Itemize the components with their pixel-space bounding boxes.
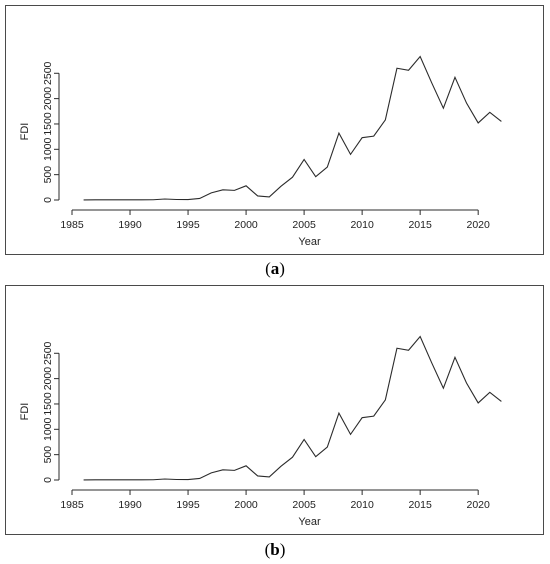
x-axis-label: Year [298,516,321,528]
x-tick-label: 2000 [234,499,258,511]
y-tick-label: 1500 [42,392,54,416]
series-line [83,55,502,201]
caption-b: (b) [264,540,286,559]
y-axis-label: FDI [19,123,31,141]
y-tick-label: 2500 [42,61,54,85]
x-tick-label: 1995 [176,499,200,511]
x-tick-label: 2005 [292,499,316,511]
x-tick-label: 1995 [176,219,200,231]
x-tick-label: 1990 [118,499,142,511]
y-tick-label: 2500 [42,341,54,365]
x-tick-label: 2015 [408,499,432,511]
x-tick-label: 2000 [234,219,258,231]
y-tick-label: 500 [42,446,54,464]
x-tick-label: 1985 [60,499,84,511]
x-axis-label: Year [298,236,321,248]
y-tick-label: 1500 [42,112,54,136]
y-tick-label: 2000 [42,367,54,391]
y-axis-label: FDI [19,403,31,421]
x-tick-label: 2005 [292,219,316,231]
y-tick-label: 500 [42,166,54,184]
x-tick-label: 1990 [118,219,142,231]
x-tick-label: 2010 [350,219,374,231]
x-tick-label: 2010 [350,499,374,511]
x-tick-label: 2015 [408,219,432,231]
y-tick-label: 1000 [42,137,54,161]
x-tick-label: 2020 [467,219,491,231]
chart-panel-b: 0 500 1000 1500 2000 2500 1985 1990 1995 2000 2005… [5,285,544,535]
caption-a: (a) [265,259,285,278]
series-line [83,335,502,481]
y-tick-label: 0 [42,477,54,483]
y-tick-label: 0 [42,197,54,203]
chart-panel-a: 0 500 1000 1500 2000 2500 1985 1990 1995 2000 2005… [5,5,544,255]
x-tick-label: 1985 [60,219,84,231]
y-tick-label: 1000 [42,417,54,441]
x-tick-label: 2020 [467,499,491,511]
y-tick-label: 2000 [42,87,54,111]
